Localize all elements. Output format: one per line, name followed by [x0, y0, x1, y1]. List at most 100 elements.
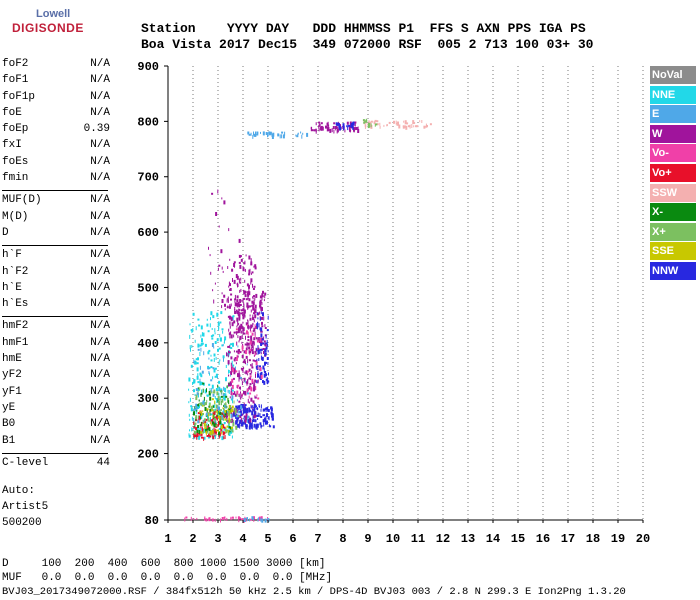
data-point-nne	[207, 435, 210, 439]
data-point-vo-	[256, 340, 259, 343]
data-point-w	[254, 379, 257, 383]
data-point-vo-	[196, 434, 198, 438]
data-point-w	[237, 349, 240, 354]
data-point-nne	[231, 435, 233, 439]
data-point-e	[193, 359, 195, 364]
x-tick-label: 16	[536, 532, 550, 546]
data-point-w	[326, 127, 329, 132]
data-point-e	[251, 516, 254, 520]
data-point-x-	[207, 430, 209, 434]
data-point-nnw	[270, 407, 272, 410]
data-point-w	[236, 355, 239, 358]
data-point-nne	[188, 413, 190, 417]
data-point-w	[246, 341, 248, 345]
data-point-w	[244, 260, 246, 264]
data-point-vo-	[249, 386, 252, 390]
data-point-w	[315, 122, 317, 126]
data-point-w	[248, 401, 250, 404]
data-point-w	[233, 320, 236, 324]
data-point-e	[260, 131, 261, 134]
data-point-w	[244, 419, 247, 424]
data-point-nne	[214, 328, 216, 333]
data-point-nne	[201, 338, 203, 343]
data-point-nne	[219, 334, 221, 338]
param-row: B1 N/A	[2, 435, 110, 451]
data-point-sse	[227, 408, 229, 412]
data-point-w	[228, 382, 229, 387]
data-point-w	[247, 320, 249, 325]
data-point-nnw	[264, 371, 266, 376]
data-point-sse	[230, 408, 232, 413]
data-point-x-	[237, 415, 239, 418]
data-point-w	[228, 315, 231, 320]
data-point-nne	[210, 359, 213, 362]
data-point-nne	[230, 343, 233, 346]
x-tick-label: 17	[561, 532, 575, 546]
data-point-nnw	[256, 407, 258, 411]
data-point-w	[241, 299, 243, 302]
data-point-w	[239, 299, 242, 303]
data-point-x-	[370, 123, 372, 128]
data-point-nnw	[265, 419, 267, 422]
data-point-nnw	[240, 413, 243, 417]
data-point-w	[236, 275, 239, 280]
data-point-nnw	[267, 344, 269, 346]
data-point-w	[241, 378, 243, 381]
data-point-w	[238, 308, 240, 313]
data-point-w	[263, 299, 265, 302]
data-point-e	[202, 400, 205, 405]
x-tick-label: 1	[164, 532, 171, 546]
data-point-x-	[224, 413, 227, 416]
data-point-ssw	[369, 125, 371, 128]
data-point-e	[207, 367, 210, 370]
data-point-nne	[214, 404, 215, 408]
data-point-ssw	[429, 123, 432, 126]
data-point-nne	[225, 377, 227, 382]
data-point-w	[251, 346, 254, 349]
data-point-w	[230, 293, 233, 296]
data-point-e	[193, 417, 195, 422]
data-point-vo-	[220, 430, 222, 433]
data-point-w	[247, 291, 250, 296]
data-point-e	[247, 415, 250, 419]
data-point-e	[231, 395, 234, 400]
data-point-vo-	[196, 433, 199, 437]
data-point-w	[247, 339, 250, 342]
data-point-w	[218, 264, 221, 267]
data-point-x-	[209, 408, 212, 412]
data-point-x-	[233, 419, 235, 422]
param-separator	[2, 316, 108, 317]
data-point-nnw	[267, 380, 270, 383]
data-point-w	[238, 318, 240, 321]
param-name: M(D)	[2, 210, 29, 223]
data-point-w	[222, 270, 224, 273]
data-point-w	[242, 312, 244, 316]
data-point-w	[248, 342, 250, 346]
data-point-nne	[217, 413, 220, 416]
param-row: foF1p N/A	[2, 91, 110, 107]
param-value: N/A	[90, 58, 110, 70]
data-point-w	[245, 335, 246, 340]
data-point-vo-	[250, 518, 252, 521]
data-point-w	[242, 266, 244, 270]
data-point-e	[208, 357, 210, 360]
data-point-e	[227, 411, 229, 413]
data-point-x-	[198, 429, 201, 434]
data-point-vo-	[259, 337, 262, 342]
x-tick-label: 3	[214, 532, 221, 546]
data-point-nnw	[342, 123, 345, 128]
data-point-nne	[190, 407, 193, 412]
data-point-e	[236, 399, 238, 402]
data-point-x-	[208, 424, 209, 427]
data-point-e	[205, 412, 208, 416]
data-point-w	[331, 128, 333, 133]
data-point-x-	[226, 429, 229, 432]
data-point-nne	[199, 381, 202, 386]
data-point-x-	[193, 430, 196, 434]
param-row: MUF(D) N/A	[2, 194, 110, 210]
data-point-e	[260, 517, 262, 522]
data-point-w	[252, 343, 254, 347]
data-point-w	[223, 200, 226, 205]
data-point-w	[261, 321, 263, 325]
data-point-nne	[192, 328, 194, 333]
